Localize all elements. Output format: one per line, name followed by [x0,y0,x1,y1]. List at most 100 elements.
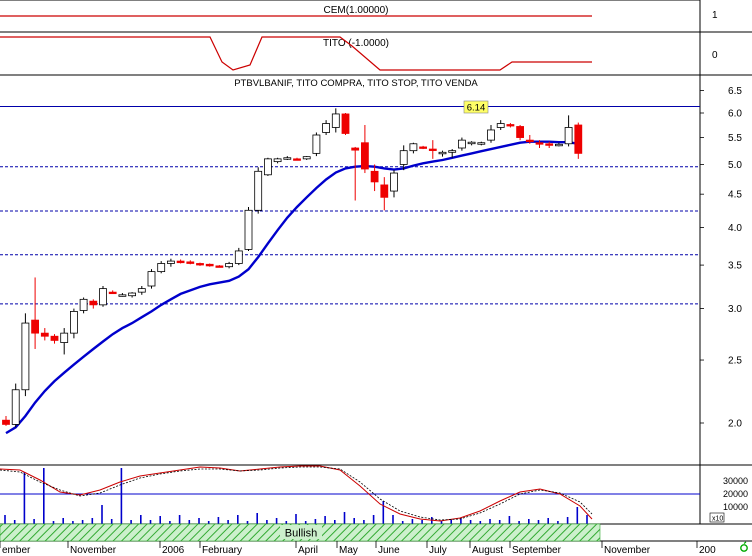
candle [79,297,88,314]
candle-body [360,142,369,170]
tito-line [0,36,592,71]
tito-panel: TITO (-1.0000) 0 [0,36,718,71]
candle [564,115,573,147]
volume-multiplier-box [709,512,725,523]
candle [147,269,156,289]
candle-body [419,146,428,149]
xaxis-label: 200 [699,545,716,556]
candle [234,247,243,266]
xaxis-label: September [512,545,562,556]
xaxis-label: April [298,545,318,556]
candle [545,141,554,149]
candle [477,141,486,146]
candle-body [438,151,447,155]
candle [341,113,350,135]
candle [215,265,224,268]
price-tick-label: 2.5 [728,356,742,367]
candle [409,142,418,154]
candle-body [176,260,185,264]
candle [487,125,495,143]
candle-body [31,319,40,334]
xaxis-label: 2006 [162,545,185,556]
candle [428,140,437,159]
candle-body [390,172,398,192]
candle [2,416,10,426]
candle [360,125,369,174]
candle-body [128,292,137,297]
tito-label: TITO (-1.0000) [323,38,389,49]
candle [283,156,292,160]
candle [186,260,195,265]
price-tick-label: 2.0 [728,419,742,430]
candle-body [409,143,418,152]
candle [370,164,379,192]
candle [99,286,107,307]
candle [535,140,544,149]
candle [225,261,234,269]
candle [205,263,214,267]
candle [516,125,524,141]
candle-body [137,288,146,293]
price-tick-label: 5.0 [728,160,742,171]
candle [11,383,20,428]
candle-body [564,127,573,145]
candle [157,261,166,274]
price-axis: 6.5 6.0 5.5 5.0 4.5 4.0 3.5 3.0 2.5 2.0 [700,86,742,430]
candle-body [108,291,117,295]
candle-body [516,126,524,138]
candle-body [457,139,466,149]
volume-oscillator-black [0,466,593,521]
candle-body [341,113,350,134]
cycle-icon[interactable] [740,541,748,552]
candle-body [263,158,272,176]
candle [390,170,398,198]
candle [312,132,321,157]
candle-body [205,263,214,267]
highlight-price-value: 6.14 [467,103,486,114]
xaxis-label: November [70,545,117,556]
candle-body [574,124,583,154]
candle [254,167,263,214]
candle-body [11,389,20,425]
candle [555,142,563,147]
volume-multiplier: x10 [712,516,723,523]
candle-body [196,263,204,266]
ma-line [5,140,579,435]
candle [438,150,447,157]
volume-tick-20000: 20000 [723,489,748,499]
candle-body [351,147,360,151]
cem-tick-1: 1 [712,10,718,21]
candle-body [506,124,515,127]
candle-body [545,143,554,146]
candle [60,328,69,355]
candle [128,292,137,298]
candle [467,141,476,146]
volume-oscillator-red [0,465,593,522]
xaxis-label: August [472,545,503,556]
price-tick-label: 4.0 [728,223,742,234]
xaxis-label: February [202,545,242,556]
candle [574,122,583,159]
candle-body [79,298,88,311]
candle-body [312,134,321,154]
candle-body [477,142,486,145]
volume-tick-10000: 10000 [723,502,748,512]
candle [273,157,282,164]
candle-body [50,335,59,341]
candle-body [166,260,175,264]
bullish-label: Bullish [285,528,317,540]
candle-body [293,158,301,161]
candle-body [555,143,563,147]
candle-body [302,156,311,160]
candle [351,146,360,201]
candle [525,134,534,144]
candle-body [448,150,457,153]
candle [322,120,331,135]
candle [506,123,515,128]
candle-body [2,419,10,425]
price-tick-label: 6.0 [728,109,742,120]
highlight-price-box [463,100,489,114]
cem-panel: CEM(1.00000) 1 [0,5,718,21]
